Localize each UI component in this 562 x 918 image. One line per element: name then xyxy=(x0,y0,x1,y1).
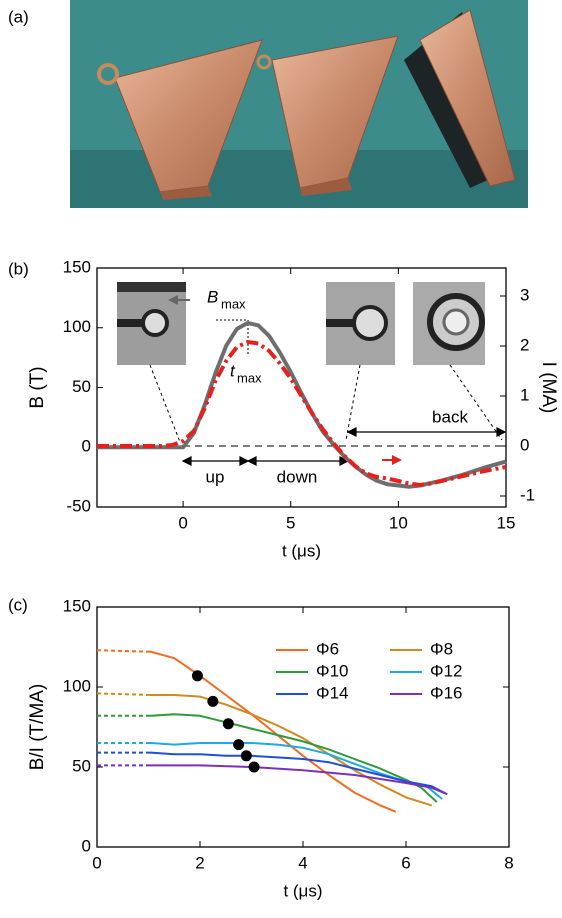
point-marker xyxy=(248,761,260,773)
series-line xyxy=(97,713,438,803)
peak-label: t xyxy=(230,361,236,380)
x-tick-label: 2 xyxy=(195,853,204,872)
y-axis-label: B (T) xyxy=(27,366,48,408)
series-line xyxy=(97,751,448,796)
y-tick-label: 150 xyxy=(63,596,91,615)
legend-label: Φ12 xyxy=(430,661,462,680)
insets xyxy=(117,282,485,365)
x-tick-label: 6 xyxy=(401,853,410,872)
series-line xyxy=(97,340,507,487)
point-marker xyxy=(233,739,245,751)
direction-arrows xyxy=(168,295,402,465)
y-tick-label: 0 xyxy=(82,437,91,456)
x-tick-label: 0 xyxy=(92,853,101,872)
y-tick-label: 100 xyxy=(63,676,91,695)
x-tick-label: 4 xyxy=(298,853,307,872)
y2-tick-label: 0 xyxy=(520,435,529,454)
x-tick-label: 10 xyxy=(389,513,408,532)
span-arrows xyxy=(181,427,507,466)
peak-label-sub: max xyxy=(237,370,262,385)
point-marker xyxy=(191,670,203,682)
series-line xyxy=(97,764,448,796)
y-tick-label: 100 xyxy=(63,317,91,336)
legend-label: Φ14 xyxy=(316,683,348,702)
point-marker xyxy=(222,718,234,730)
y2-tick-label: 1 xyxy=(520,385,529,404)
annotation: back xyxy=(432,407,468,426)
x-tick-label: 0 xyxy=(178,513,187,532)
photo xyxy=(70,0,528,208)
y-tick-label: -50 xyxy=(66,496,91,515)
y2-tick-label: 2 xyxy=(520,335,529,354)
x-tick-label: 15 xyxy=(497,513,516,532)
panel-label: (a) xyxy=(8,7,29,26)
point-marker xyxy=(207,695,219,707)
legend-label: Φ8 xyxy=(430,639,453,658)
inset-leaders xyxy=(149,364,503,443)
y-tick-label: 50 xyxy=(72,377,91,396)
panel-label: (c) xyxy=(8,595,28,614)
y-tick-label: 0 xyxy=(82,836,91,855)
peak-label: B xyxy=(207,287,218,306)
annotation: down xyxy=(277,467,318,486)
y2-tick-label: 3 xyxy=(520,285,529,304)
legend-label: Φ16 xyxy=(430,683,462,702)
y2-tick-label: -1 xyxy=(520,485,535,504)
y-axis-label: B/I (T/MA) xyxy=(27,684,48,771)
annotation: up xyxy=(206,467,225,486)
x-tick-label: 8 xyxy=(504,853,513,872)
legend-label: Φ10 xyxy=(316,661,348,680)
x-axis-label: t (μs) xyxy=(283,881,322,900)
series-line xyxy=(96,692,433,807)
series-line xyxy=(96,649,397,813)
point-marker xyxy=(240,750,252,762)
x-tick-label: 5 xyxy=(286,513,295,532)
legend-label: Φ6 xyxy=(316,639,339,658)
peak-label-sub: max xyxy=(221,296,246,311)
y-tick-label: 50 xyxy=(72,756,91,775)
peak-guides xyxy=(216,319,249,356)
y2-axis-label: I (MA) xyxy=(538,362,559,414)
x-axis-label: t (μs) xyxy=(282,541,321,560)
panel-label: (b) xyxy=(8,259,29,278)
y-tick-label: 150 xyxy=(63,257,91,276)
